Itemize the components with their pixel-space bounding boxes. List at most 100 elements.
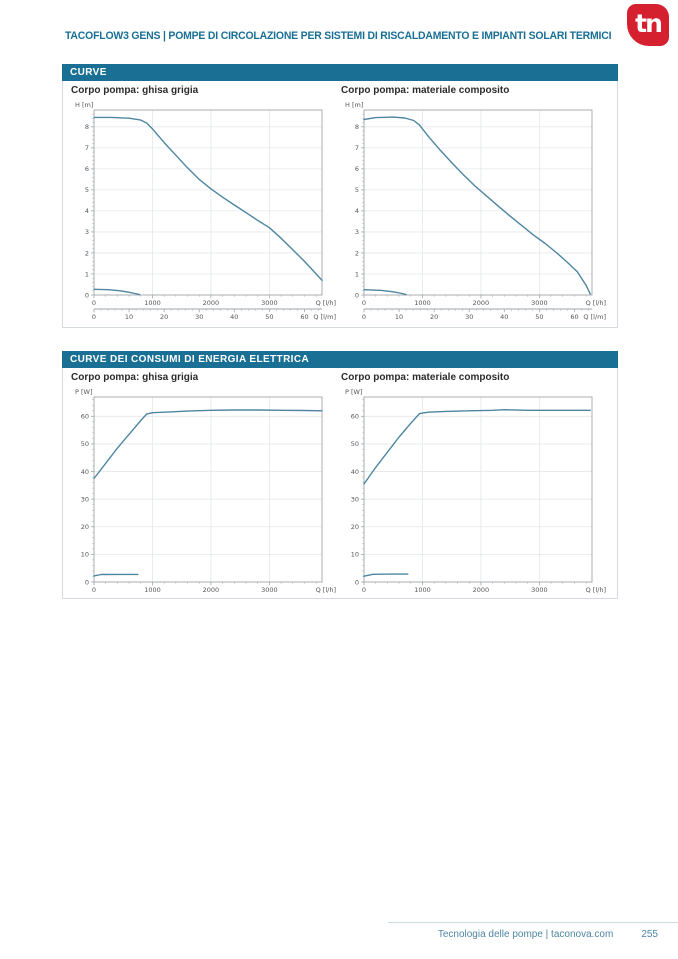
svg-text:20: 20 <box>81 523 89 531</box>
chart-title-power-ghisa: Corpo pompa: ghisa grigia <box>71 372 199 383</box>
svg-text:4: 4 <box>355 207 359 215</box>
svg-text:P [W]: P [W] <box>345 388 363 396</box>
svg-text:2000: 2000 <box>473 299 490 307</box>
chart-block-power-composito: Corpo pompa: materiale composito 0 10 20 30… <box>340 370 610 595</box>
page-footer: Tecnologia delle pompe | taconova.com 25… <box>438 929 658 940</box>
chart-title-head-composito: Corpo pompa: materiale composito <box>341 85 510 96</box>
svg-text:2000: 2000 <box>473 586 490 594</box>
section-consumi-energia: CURVE DEI CONSUMI DI ENERGIA ELETTRICA C… <box>62 351 618 599</box>
chart-block-power-ghisa: Corpo pompa: ghisa grigia 0 10 20 30 40 50 60 P… <box>70 370 340 595</box>
section-curve-body: Corpo pompa: ghisa grigia 0 1 2 3 4 5 6 7 8 H [m]… <box>62 81 618 328</box>
svg-text:0: 0 <box>362 313 366 321</box>
svg-text:50: 50 <box>535 313 543 321</box>
svg-text:6: 6 <box>355 165 359 173</box>
svg-text:0: 0 <box>85 578 89 586</box>
chart-power-ghisa-grigia: 0 10 20 30 40 50 60 P [W] 0 1000 2000 3000 Q [l/h] <box>75 388 336 594</box>
chart-head-materiale-composito: 0 1 2 3 4 5 6 7 8 H [m] 0 1000 2000 3000 Q [l/h] 0 10 20 3… <box>345 101 606 321</box>
svg-text:3000: 3000 <box>261 299 278 307</box>
svg-text:60: 60 <box>81 413 89 421</box>
svg-text:8: 8 <box>85 123 89 131</box>
svg-text:2000: 2000 <box>203 586 220 594</box>
svg-text:5: 5 <box>355 186 359 194</box>
section-curve: CURVE Corpo pompa: ghisa grigia 0 1 2 3 4 5 6 7… <box>62 64 618 328</box>
y-axis: 0 10 20 30 40 50 60 P [W] <box>345 388 364 586</box>
svg-text:1000: 1000 <box>144 299 161 307</box>
svg-text:Q [l/h]: Q [l/h] <box>586 299 606 307</box>
svg-text:3000: 3000 <box>531 586 548 594</box>
svg-text:0: 0 <box>92 299 96 307</box>
plot-border <box>363 109 593 296</box>
y-axis: 0 1 2 3 4 5 6 7 8 H [m] <box>345 101 364 299</box>
series-curva-min <box>93 288 141 296</box>
svg-text:5: 5 <box>85 186 89 194</box>
plot-border <box>363 396 593 583</box>
svg-text:7: 7 <box>85 144 89 152</box>
svg-text:40: 40 <box>500 313 508 321</box>
page-title: TACOFLOW3 GENS | POMPE DI CIRCOLAZIONE P… <box>65 30 612 42</box>
grid <box>94 397 322 582</box>
svg-text:3000: 3000 <box>531 299 548 307</box>
grid <box>94 110 322 295</box>
svg-text:7: 7 <box>355 144 359 152</box>
svg-text:H [m]: H [m] <box>345 101 363 109</box>
svg-text:0: 0 <box>92 313 96 321</box>
svg-text:3: 3 <box>85 228 89 236</box>
chart-block-head-composito: Corpo pompa: materiale composito 0 1 2 3 4 5 6… <box>340 83 610 324</box>
chart-title-head-ghisa: Corpo pompa: ghisa grigia <box>71 85 199 96</box>
svg-text:30: 30 <box>81 495 89 503</box>
svg-text:40: 40 <box>81 468 89 476</box>
svg-text:60: 60 <box>351 413 359 421</box>
svg-text:1000: 1000 <box>144 586 161 594</box>
footer-rule <box>388 922 678 923</box>
series-curva-max <box>93 409 323 480</box>
chart-head-ghisa-grigia: 0 1 2 3 4 5 6 7 8 H [m] 0 1000 2000 3000 Q [l/h] 0 10 20 3… <box>75 101 336 321</box>
svg-text:0: 0 <box>92 586 96 594</box>
svg-text:0: 0 <box>355 291 359 299</box>
svg-text:10: 10 <box>125 313 133 321</box>
svg-text:Q [l/h]: Q [l/h] <box>316 586 336 594</box>
series-curva-min <box>363 288 407 296</box>
x-axis: 0 1000 2000 3000 Q [l/h] <box>362 582 606 594</box>
plot-border <box>93 396 323 583</box>
x2-axis: 0 10 20 30 40 50 60 Q [l/m] <box>92 308 336 321</box>
svg-text:30: 30 <box>195 313 203 321</box>
svg-text:10: 10 <box>351 551 359 559</box>
svg-text:0: 0 <box>85 291 89 299</box>
y-axis: 0 1 2 3 4 5 6 7 8 H [m] <box>75 101 94 299</box>
plot-border <box>93 109 323 296</box>
svg-text:1000: 1000 <box>414 586 431 594</box>
svg-text:20: 20 <box>160 313 168 321</box>
svg-text:50: 50 <box>265 313 273 321</box>
svg-text:1: 1 <box>355 270 359 278</box>
svg-text:40: 40 <box>230 313 238 321</box>
svg-text:Q [l/m]: Q [l/m] <box>583 313 606 321</box>
chart-power-materiale-composito: 0 10 20 30 40 50 60 P [W] 0 1000 2000 3000 Q [l/h] <box>345 388 606 594</box>
svg-text:Q [l/m]: Q [l/m] <box>313 313 336 321</box>
svg-text:H [m]: H [m] <box>75 101 93 109</box>
svg-text:50: 50 <box>81 440 89 448</box>
svg-text:3: 3 <box>355 228 359 236</box>
svg-text:2000: 2000 <box>203 299 220 307</box>
section-consumi-header: CURVE DEI CONSUMI DI ENERGIA ELETTRICA <box>62 351 618 368</box>
page-number: 255 <box>641 929 658 940</box>
svg-text:30: 30 <box>465 313 473 321</box>
svg-text:10: 10 <box>81 551 89 559</box>
svg-text:3000: 3000 <box>261 586 278 594</box>
grid <box>364 110 592 295</box>
series-curva-min <box>93 573 139 577</box>
section-curve-header: CURVE <box>62 64 618 81</box>
chart-title-power-composito: Corpo pompa: materiale composito <box>341 372 510 383</box>
section-consumi-body: Corpo pompa: ghisa grigia 0 10 20 30 40 50 60 P… <box>62 368 618 599</box>
x-axis: 0 1000 2000 3000 Q [l/h] <box>92 295 336 307</box>
svg-text:60: 60 <box>570 313 578 321</box>
svg-text:Q [l/h]: Q [l/h] <box>316 299 336 307</box>
svg-text:2: 2 <box>85 249 89 257</box>
footer-text: Tecnologia delle pompe | taconova.com <box>437 929 614 940</box>
svg-text:30: 30 <box>351 495 359 503</box>
svg-text:40: 40 <box>351 468 359 476</box>
svg-text:20: 20 <box>351 523 359 531</box>
series-curva-max <box>363 116 591 295</box>
x-axis: 0 1000 2000 3000 Q [l/h] <box>362 295 606 307</box>
svg-text:4: 4 <box>85 207 89 215</box>
